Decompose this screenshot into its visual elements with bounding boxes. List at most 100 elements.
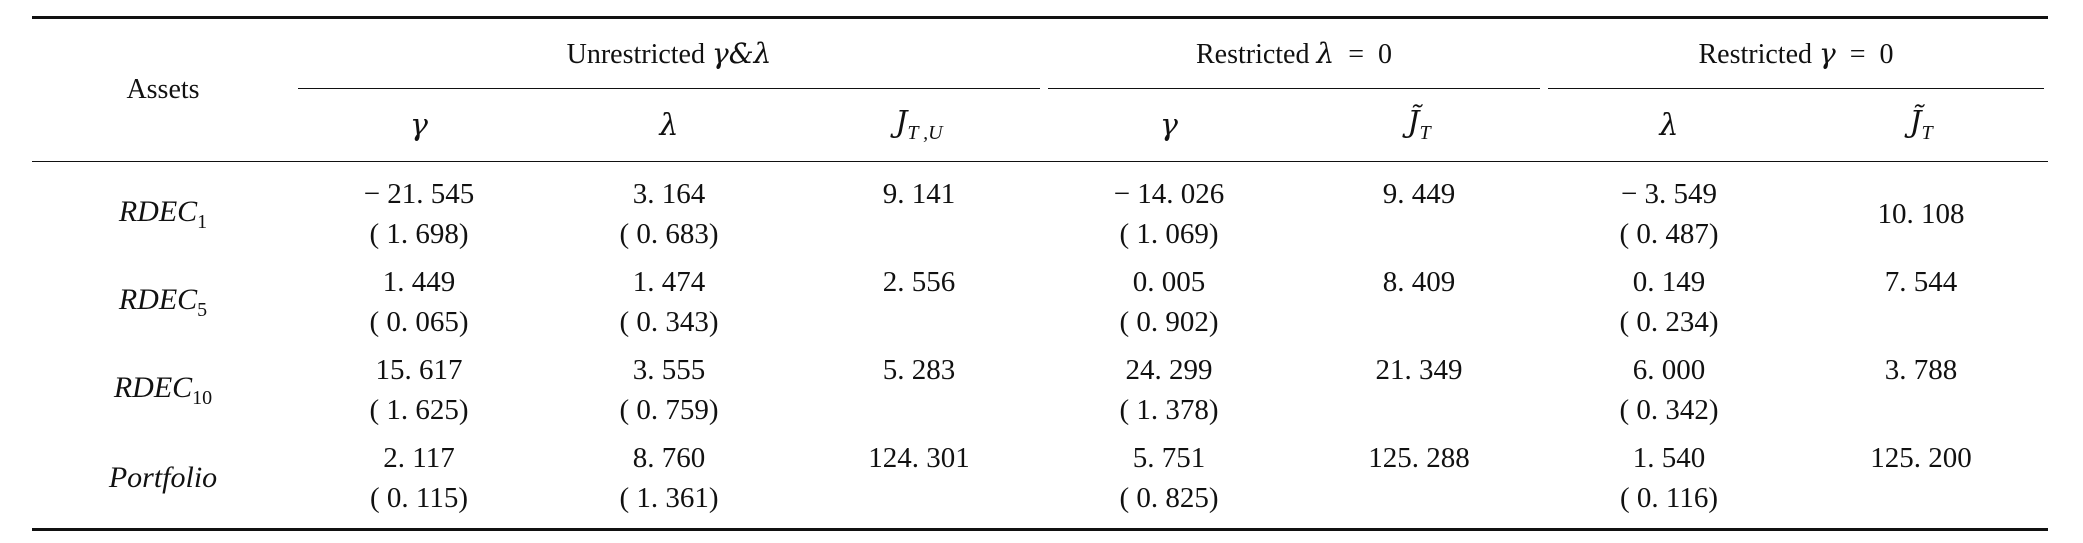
cell-standard-error [794, 302, 1044, 342]
subcolumn-symbol: λ [1659, 107, 1679, 143]
subcolumn-subscript: T [1921, 122, 1933, 144]
cell-estimate: 3. 164 [632, 178, 706, 210]
subcolumn-symbol: J̃ [1909, 105, 1922, 140]
cell-estimate: 8. 760 [632, 442, 706, 474]
header-subcolumn-row: γ λ JT ,U γ J̃T λ J̃T [32, 89, 2049, 162]
cell-estimate: 2. 556 [882, 266, 956, 298]
table-cell: 6. 000 ( 0. 342) [1544, 346, 1794, 434]
results-table: Assets Unrestricted γ&λ Restricted λ = 0… [32, 16, 2049, 531]
table-cell: 3. 788 [1794, 346, 2048, 434]
cell-estimate: 5. 283 [882, 354, 956, 386]
table-cell: 9. 449 [1294, 162, 1544, 259]
cell-standard-error: ( 0. 115) [370, 482, 468, 514]
table-cell: 7. 544 [1794, 258, 2048, 346]
table-cell: − 14. 026 ( 1. 069) [1044, 162, 1294, 259]
cell-standard-error [1794, 302, 2048, 342]
subcolumn-header: J̃T [1294, 89, 1545, 162]
row-label-text: RDEC [113, 370, 193, 404]
group-header-prefix: Unrestricted [566, 39, 712, 70]
cell-standard-error: ( 0. 342) [1619, 394, 1719, 426]
cell-estimate: − 21. 545 [363, 178, 475, 210]
row-label-subscript: 1 [197, 210, 208, 233]
table-cell: 2. 117 ( 0. 115) [294, 434, 544, 530]
table-cell: − 21. 545 ( 1. 698) [294, 162, 544, 259]
cell-standard-error: ( 0. 759) [619, 394, 719, 426]
cell-estimate: 1. 449 [382, 266, 456, 298]
cell-standard-error: ( 0. 683) [619, 218, 719, 250]
row-label-subscript: 10 [192, 386, 213, 409]
group-underline [1048, 88, 1541, 89]
cell-estimate: 2. 117 [383, 442, 455, 474]
table-cell: 10. 108 [1794, 162, 2048, 259]
table-cell: 8. 760 ( 1. 361) [544, 434, 794, 530]
cell-estimate: 125. 288 [1368, 442, 1470, 474]
cell-standard-error: ( 1. 378) [1119, 394, 1219, 426]
group-header-suffix: = 0 [1835, 39, 1894, 70]
cell-estimate: 21. 349 [1375, 354, 1463, 386]
cell-estimate: 24. 299 [1125, 354, 1213, 386]
cell-standard-error [1794, 390, 2048, 430]
subcolumn-header: λ [544, 89, 794, 162]
cell-standard-error: ( 0. 487) [1619, 218, 1719, 250]
cell-standard-error [794, 478, 1044, 518]
row-label-text: RDEC [118, 194, 198, 228]
subcolumn-header: J̃T [1794, 89, 2049, 162]
table-cell: 1. 540 ( 0. 116) [1544, 434, 1794, 530]
row-label-text: Portfolio [108, 461, 218, 494]
row-label: RDEC5 [32, 258, 294, 346]
cell-estimate: 15. 617 [375, 354, 463, 386]
subcolumn-subscript: T ,U [907, 122, 943, 144]
cell-estimate: 6. 000 [1632, 354, 1706, 386]
cell-standard-error: ( 0. 065) [369, 306, 469, 338]
table-cell: 124. 301 [794, 434, 1044, 530]
table-cell: − 3. 549 ( 0. 487) [1544, 162, 1794, 259]
table-cell: 0. 005 ( 0. 902) [1044, 258, 1294, 346]
row-label-subscript: 5 [197, 298, 208, 321]
table-cell: 24. 299 ( 1. 378) [1044, 346, 1294, 434]
table-cell: 1. 474 ( 0. 343) [544, 258, 794, 346]
cell-estimate: 1. 474 [632, 266, 706, 298]
subcolumn-symbol: λ [659, 107, 679, 143]
cell-estimate: 9. 449 [1382, 178, 1456, 210]
row-label: RDEC10 [32, 346, 294, 434]
table-cell: 1. 449 ( 0. 065) [294, 258, 544, 346]
subcolumn-header: γ [1044, 89, 1294, 162]
table-cell: 9. 141 [794, 162, 1044, 259]
group-underline [298, 88, 1040, 89]
subcolumn-header: JT ,U [794, 89, 1044, 162]
group-header-prefix: Restricted [1698, 39, 1820, 70]
subcolumn-symbol: J [895, 105, 908, 140]
cell-standard-error [794, 390, 1044, 430]
header-group-row: Assets Unrestricted γ&λ Restricted λ = 0… [32, 17, 2049, 105]
subcolumn-header: γ [294, 89, 544, 162]
table-cell: 125. 200 [1794, 434, 2048, 530]
cell-estimate: 1. 540 [1632, 442, 1706, 474]
cell-standard-error: ( 1. 361) [619, 482, 719, 514]
cell-estimate: 3. 788 [1884, 354, 1958, 386]
cell-standard-error [794, 214, 1044, 254]
results-table-container: Assets Unrestricted γ&λ Restricted λ = 0… [32, 16, 2049, 531]
cell-standard-error: ( 0. 825) [1119, 482, 1219, 514]
table-cell: 3. 164 ( 0. 683) [544, 162, 794, 259]
cell-standard-error: ( 1. 698) [369, 218, 469, 250]
cell-estimate: 124. 301 [868, 442, 970, 474]
cell-estimate: − 3. 549 [1620, 178, 1718, 210]
cell-standard-error: ( 0. 343) [619, 306, 719, 338]
cell-estimate: 7. 544 [1884, 266, 1958, 298]
cell-estimate: 10. 108 [1877, 198, 1965, 230]
group-header-symbol: γ [1819, 37, 1836, 70]
table-cell: 5. 283 [794, 346, 1044, 434]
cell-estimate: 0. 005 [1132, 266, 1206, 298]
table-row: RDEC1 − 21. 545 ( 1. 698) 3. 164 ( 0. 683) 9.… [32, 161, 2049, 259]
table-cell: 2. 556 [794, 258, 1044, 346]
cell-standard-error [1794, 478, 2048, 518]
cell-standard-error [1294, 214, 1544, 254]
cell-standard-error: ( 1. 625) [369, 394, 469, 426]
subcolumn-subscript: T [1419, 122, 1431, 144]
cell-standard-error: ( 1. 069) [1119, 218, 1219, 250]
table-cell: 0. 149 ( 0. 234) [1544, 258, 1794, 346]
group-underline [1548, 88, 2045, 89]
group-header-symbol: λ [1316, 37, 1335, 70]
cell-standard-error: ( 0. 234) [1619, 306, 1719, 338]
row-label: Portfolio [32, 434, 294, 530]
